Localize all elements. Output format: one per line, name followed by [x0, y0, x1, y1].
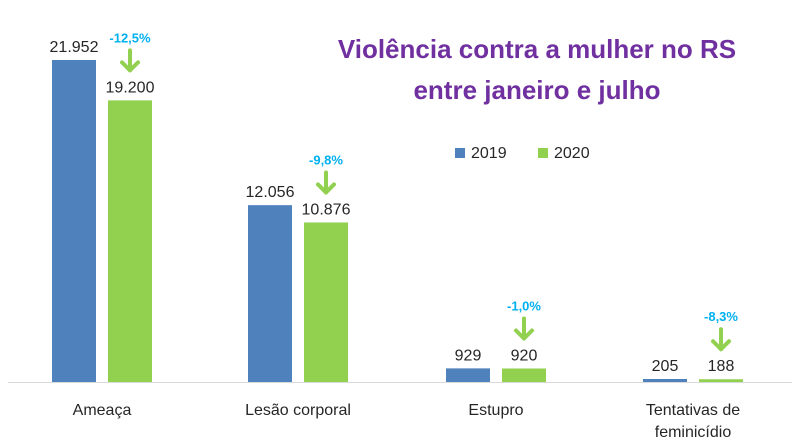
data-label-2019-3: 205: [652, 358, 679, 375]
bar-2020-2: [502, 368, 546, 382]
bar-2020-1: [304, 222, 348, 382]
bar-2019-0: [52, 60, 96, 382]
data-label-2020-3: 188: [708, 358, 735, 375]
data-label-2019-0: 21.952: [50, 39, 99, 56]
data-label-2019-1: 12.056: [246, 184, 295, 201]
bar-2020-3: [699, 379, 743, 382]
annotations: -12,5% -9,8% -1,0% -8,3%: [109, 30, 738, 352]
bar-2020-0: [108, 100, 152, 383]
legend-swatch-2020: [538, 148, 548, 158]
legend: 2019 2020: [455, 145, 590, 162]
annotation-change-2: -1,0%: [507, 299, 541, 314]
data-label-2020-0: 19.200: [106, 79, 155, 96]
data-label-2020-1: 10.876: [302, 201, 351, 218]
bar-2019-1: [248, 205, 292, 382]
data-label-2019-2: 929: [455, 347, 482, 364]
arrow-down-icon: [514, 316, 534, 341]
data-label-2020-2: 920: [511, 348, 538, 365]
category-labels: Ameaça Lesão corporal Estupro Tentativas de…: [73, 402, 741, 441]
chart-title: Violência contra a mulher no RS entre jan…: [338, 34, 736, 105]
chart-title-line: entre janeiro e julho: [413, 75, 660, 105]
legend-label-2020: 2020: [554, 145, 590, 162]
category-label-3: Tentativas de: [646, 402, 740, 419]
category-label-3: feminicídio: [655, 424, 732, 441]
category-label-2: Estupro: [468, 402, 523, 419]
legend-label-2019: 2019: [471, 145, 507, 162]
category-label-1: Lesão corporal: [245, 402, 351, 419]
legend-swatch-2019: [455, 148, 465, 158]
category-label-0: Ameaça: [73, 402, 132, 419]
annotation-change-1: -9,8%: [309, 152, 343, 167]
arrow-down-icon: [316, 170, 336, 195]
chart-title-line: Violência contra a mulher no RS: [338, 34, 736, 64]
arrow-down-icon: [711, 327, 731, 352]
bars: [52, 60, 743, 383]
bar-2019-2: [446, 368, 490, 382]
bar-2019-3: [643, 378, 687, 382]
annotation-change-3: -8,3%: [704, 309, 738, 324]
arrow-down-icon: [120, 48, 140, 73]
data-labels: 21.952 19.200 12.056 10.876 929 920 205 188: [50, 39, 735, 375]
annotation-change-0: -12,5%: [109, 30, 151, 45]
